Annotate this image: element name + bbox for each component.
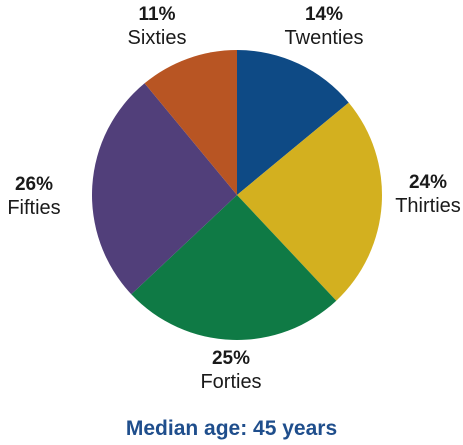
slice-percent-forties: 25%: [212, 348, 250, 369]
pie-slice-fifties: [92, 83, 237, 295]
slice-percent-fifties: 26%: [15, 174, 53, 195]
pie-labels: 14%Twenties 24%Thirties 25%Forties 26%Fifti…: [7, 4, 460, 393]
pie-slice-thirties: [237, 102, 382, 301]
slice-percent-sixties: 11%: [139, 4, 176, 25]
slice-label-twenties: Twenties: [285, 27, 364, 49]
pie-slice-sixties: [144, 50, 237, 195]
pie-slices: [92, 50, 382, 341]
pie-slice-twenties: [237, 50, 349, 195]
slice-label-fifties: Fifties: [7, 197, 60, 219]
pie-slice-forties: [131, 195, 337, 341]
median-age-caption: Median age: 45 years: [125, 417, 338, 440]
slice-label-forties: Forties: [200, 371, 261, 393]
slice-percent-thirties: 24%: [409, 172, 447, 193]
slice-percent-twenties: 14%: [305, 4, 343, 25]
slice-label-sixties: Sixties: [128, 27, 187, 49]
slice-label-thirties: Thirties: [395, 195, 461, 217]
